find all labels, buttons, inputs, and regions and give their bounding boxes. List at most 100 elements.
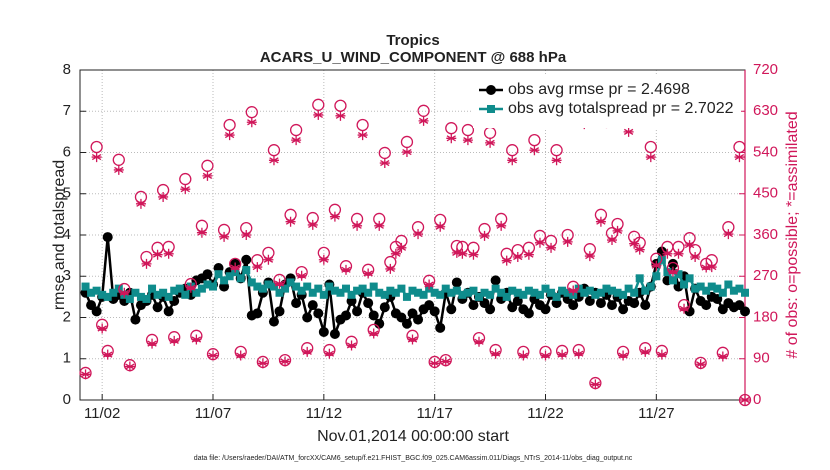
point [451,247,462,258]
point [490,275,501,286]
point [468,249,479,260]
point [401,147,412,158]
point [436,290,445,299]
point [358,284,367,293]
point [325,282,334,291]
y2-tick-label: 540 [753,143,778,160]
x-tick-label: 11/02 [84,405,120,422]
point [458,290,467,299]
point [435,322,446,333]
point [740,395,750,405]
point [241,230,252,240]
point [595,216,606,227]
y-tick-label: 8 [63,61,71,78]
point [297,286,306,295]
point [513,288,522,297]
point [679,303,690,314]
point [457,248,468,259]
point [408,286,417,295]
point [557,349,568,360]
point [546,242,557,253]
point [159,288,168,297]
point [508,286,517,295]
point [153,290,162,299]
point [580,288,589,297]
y2-tick-label: 720 [753,61,778,78]
point [280,356,291,367]
point [302,346,313,357]
point [452,286,461,295]
point [353,286,362,295]
point [424,279,435,290]
point [313,109,324,120]
point [435,221,446,232]
point [718,288,727,297]
point [490,348,501,359]
point [87,288,96,297]
point [314,284,323,293]
point [646,282,655,291]
point [640,346,651,357]
point [91,306,102,317]
point [462,135,473,146]
point [214,270,223,279]
point [640,300,651,311]
point [319,290,328,299]
point [518,350,529,361]
point [701,262,712,273]
point [113,164,124,175]
point [397,284,406,293]
point [696,282,705,291]
point [691,284,700,293]
legend-marker [486,85,496,95]
point [584,251,595,262]
point [352,306,363,317]
point [738,393,752,407]
point [623,126,634,137]
point [429,306,440,317]
point [335,110,346,121]
point [363,268,374,279]
point [92,286,101,295]
point [163,248,174,259]
point [386,286,395,295]
point [103,292,112,301]
point [208,350,218,361]
point [130,314,141,325]
point [142,294,151,303]
point [529,145,540,156]
point [701,300,712,311]
point [81,282,90,291]
point [585,286,594,295]
point [291,135,302,146]
point [368,328,379,339]
point [141,258,152,269]
point [180,184,191,195]
x-tick-label: 11/17 [416,405,452,422]
point [347,290,356,299]
point [562,236,573,247]
y2-tick-label: 450 [753,185,778,202]
point [541,284,550,293]
point [590,379,601,390]
point [430,288,439,297]
point [651,260,662,271]
point [534,237,545,248]
point [552,292,561,301]
point [674,270,683,279]
point [97,323,108,334]
y2-tick-label: 0 [753,391,761,408]
footer: data file: /Users/raeder/DAI/ATM_forcXX/… [194,455,633,462]
point [269,282,278,291]
point [268,155,279,166]
x-tick-label: 11/12 [306,405,342,422]
point [729,286,738,295]
point [613,288,622,297]
point [152,249,163,260]
point [318,254,329,265]
point [318,326,329,337]
point [446,133,457,144]
point [181,290,190,299]
point [485,137,496,148]
point [396,242,407,253]
